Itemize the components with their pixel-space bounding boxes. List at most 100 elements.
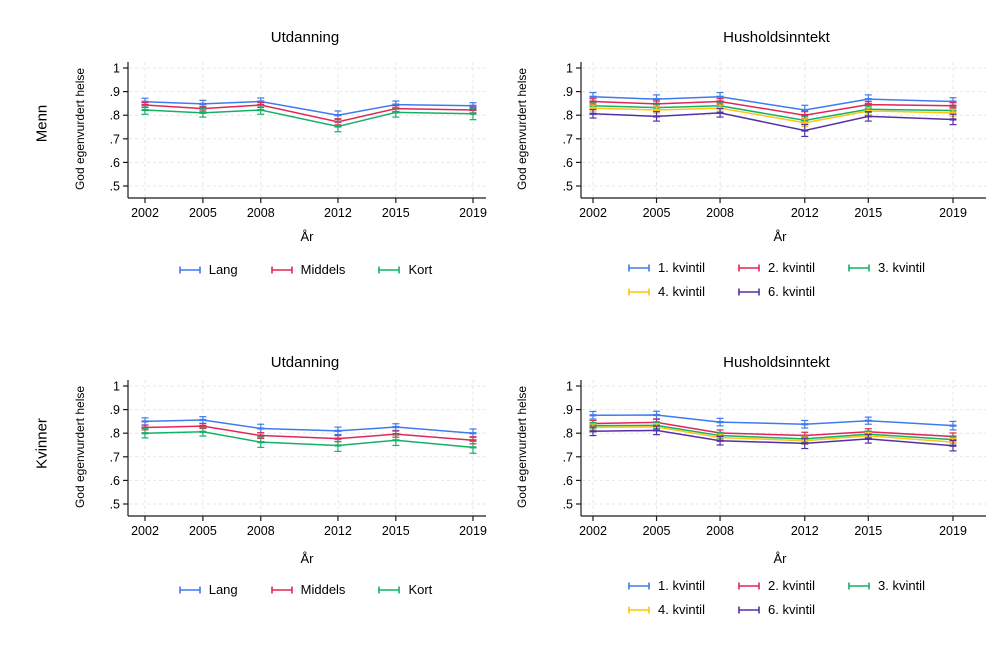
y-tick-label: .5 — [563, 498, 573, 512]
x-tick-label: 2012 — [324, 524, 352, 538]
legend-label: Lang — [208, 262, 238, 277]
series-line — [592, 105, 954, 122]
x-tick-label: 2012 — [324, 206, 352, 220]
series-1. kvintil — [589, 410, 957, 431]
y-tick-label: .7 — [563, 450, 573, 464]
y-tick-label: .7 — [110, 132, 120, 146]
y-tick-label: 1 — [566, 62, 573, 76]
legend-item-1-kvintil: 1. kvintil — [627, 578, 737, 593]
y-tick-label: .6 — [110, 474, 120, 488]
series-Middels — [141, 102, 477, 126]
legend-menn-husholdsinntekt: 1. kvintil 2. kvintil 3. kvintil 4. kvintil… — [627, 260, 997, 299]
series-line — [592, 112, 954, 132]
legend-label: Lang — [208, 582, 238, 597]
errorbar-icon — [178, 266, 201, 273]
axes: 1 .9 .8 .7 .6 .5 2002 2005 2008 2012 2015 2019 — [110, 380, 487, 539]
errorbar-icon — [848, 264, 870, 271]
series-line — [592, 100, 954, 116]
gridlines — [129, 62, 486, 198]
legend-label: 1. kvintil — [658, 260, 705, 275]
axes: 1 .9 .8 .7 .6 .5 2002 2005 2008 2012 2015 2019 — [563, 62, 986, 220]
gridlines — [582, 62, 986, 198]
series-line — [144, 419, 474, 434]
y-tick-label: 1 — [113, 62, 120, 76]
series-line — [144, 104, 474, 123]
x-tick-label: 2002 — [131, 524, 159, 538]
x-tick-label: 2005 — [643, 524, 671, 538]
x-tick-label: 2015 — [382, 524, 410, 538]
y-tick-label: .8 — [563, 109, 573, 123]
legend-label: 1. kvintil — [658, 578, 705, 593]
legend-item-6-kvintil: 6. kvintil — [737, 284, 847, 299]
errorbar-icon — [178, 586, 201, 593]
series-3. kvintil — [589, 102, 957, 125]
legend-label: Kort — [408, 262, 433, 277]
legend-label: Middels — [300, 582, 346, 597]
legend-label: 2. kvintil — [768, 578, 815, 593]
series-Middels — [141, 423, 477, 445]
errorbar-icon — [270, 586, 293, 593]
x-tick-label: 2019 — [939, 206, 967, 220]
legend-item-2-kvintil: 2. kvintil — [737, 578, 847, 593]
gridlines — [129, 380, 486, 516]
y-axis-label: God egenvurdert helse — [515, 67, 529, 191]
chart-title-menn-husholdsinntekt: Husholdsinntekt — [723, 29, 830, 46]
y-tick-label: .9 — [563, 403, 573, 417]
y-tick-label: .7 — [563, 132, 573, 146]
x-tick-label: 2012 — [791, 206, 819, 220]
row-label-menn: Menn — [33, 104, 51, 143]
row-label-kvinner: Kvinner — [33, 418, 51, 469]
series-line — [144, 431, 474, 449]
errorbar-icon — [738, 288, 760, 295]
errorbar-icon — [628, 606, 650, 613]
legend-item-4-kvintil: 4. kvintil — [627, 284, 737, 299]
x-tick-label: 2008 — [247, 206, 275, 220]
legend-item-1-kvintil: 1. kvintil — [627, 260, 737, 275]
errorbar-icon — [848, 582, 870, 589]
legend-item-3-kvintil: 3. kvintil — [847, 578, 997, 593]
legend-label: Kort — [408, 582, 433, 597]
plot-kvinner-husholdsinntekt: 1 .9 .8 .7 .6 .5 2002 2005 2008 2012 2015 2019 — [563, 380, 986, 538]
legend-item-3-kvintil: 3. kvintil — [847, 260, 997, 275]
chart-title-kvinner-utdanning: Utdanning — [270, 354, 340, 371]
y-tick-label: 1 — [566, 380, 573, 394]
legend-label: 6. kvintil — [768, 284, 815, 299]
x-tick-label: 2008 — [706, 524, 734, 538]
series-line — [592, 96, 954, 111]
axes: 1 .9 .8 .7 .6 .5 2002 2005 2008 2012 2015 2019 — [563, 380, 986, 538]
series-line — [592, 426, 954, 443]
x-tick-label: 2015 — [854, 206, 882, 220]
series-line — [144, 100, 474, 116]
y-tick-label: .6 — [563, 156, 573, 170]
series-line — [592, 421, 954, 438]
y-axis-label: God egenvurdert helse — [73, 385, 87, 509]
series-line — [592, 414, 954, 427]
legend-kvinner-utdanning: Lang Middels Kort — [110, 582, 500, 597]
x-axis-label: År — [773, 551, 787, 566]
legend-item-kort: Kort — [377, 582, 432, 597]
legend-label: Middels — [300, 262, 346, 277]
x-tick-label: 2015 — [382, 206, 410, 220]
y-tick-label: .6 — [563, 474, 573, 488]
x-tick-label: 2015 — [854, 524, 882, 538]
x-tick-label: 2019 — [459, 206, 487, 220]
x-tick-label: 2019 — [459, 524, 487, 538]
x-axis-label: År — [773, 229, 787, 244]
series-line — [592, 107, 954, 124]
series-line — [592, 424, 954, 441]
x-tick-label: 2019 — [939, 524, 967, 538]
legend-item-lang: Lang — [178, 582, 238, 597]
gridlines — [582, 380, 986, 516]
errorbar-icon — [270, 266, 293, 273]
series-line — [592, 429, 954, 447]
errorbar-icon — [628, 264, 650, 271]
y-tick-label: .8 — [110, 427, 120, 441]
x-axis-label: År — [300, 551, 314, 566]
legend-menn-utdanning: Lang Middels Kort — [110, 262, 500, 277]
x-axis-label: År — [300, 229, 314, 244]
x-tick-label: 2008 — [706, 206, 734, 220]
legend-item-kort: Kort — [377, 262, 432, 277]
y-tick-label: .9 — [110, 85, 120, 99]
series-6. kvintil — [589, 425, 957, 452]
